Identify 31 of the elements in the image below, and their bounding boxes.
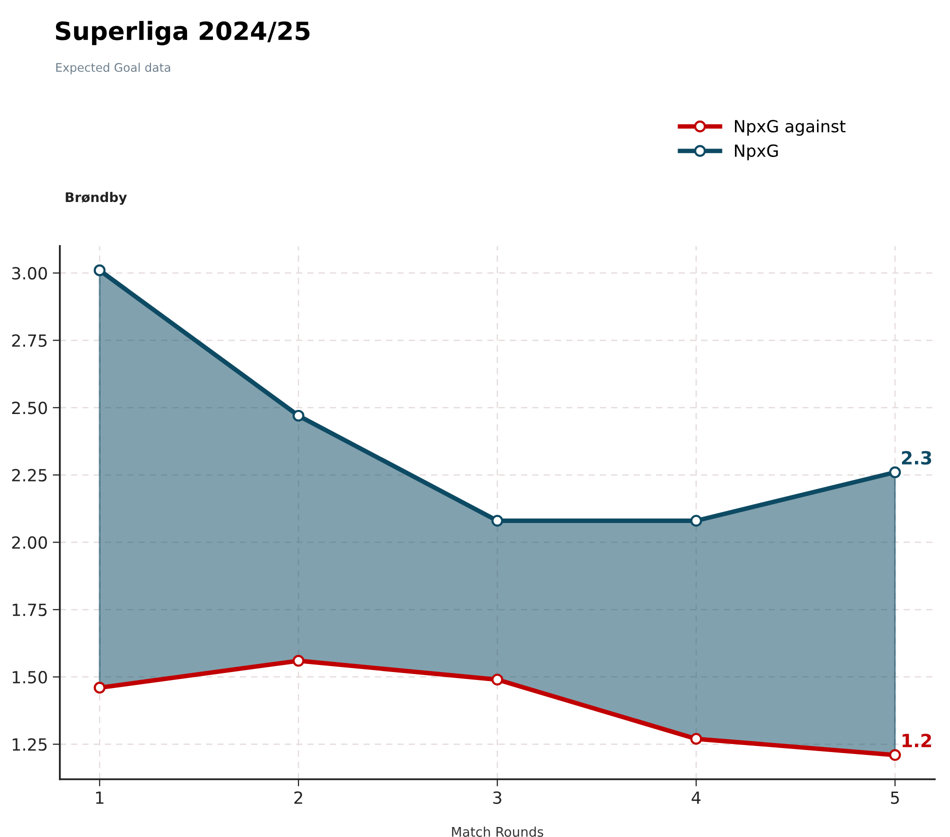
data-label: 1.2 <box>902 734 931 748</box>
point <box>690 514 702 527</box>
point <box>889 466 901 478</box>
point <box>292 410 304 422</box>
point <box>292 654 304 667</box>
point <box>491 514 504 527</box>
point <box>889 749 901 761</box>
point <box>690 732 702 745</box>
chart-title: Superliga 2024/25 <box>56 20 310 46</box>
x-tick-label: 5 <box>891 792 899 804</box>
x-tick-label: 4 <box>692 792 701 804</box>
chart-subtitle: Expected Goal data <box>56 62 170 74</box>
point <box>94 264 106 276</box>
y-tick-label: 2.75 <box>12 334 47 347</box>
text: Brøndby <box>66 192 127 205</box>
y-tick-label: 2.00 <box>12 536 47 549</box>
x-tick-label: 2 <box>294 791 302 804</box>
y-tick-label: 1.50 <box>12 670 47 684</box>
point <box>94 682 106 694</box>
x-axis-title: Match Rounds <box>452 826 544 837</box>
x-tick-label: 1 <box>96 792 104 804</box>
data-label: 2.3 <box>902 450 932 465</box>
x-tick-label: 3 <box>493 791 502 804</box>
point <box>491 674 504 686</box>
y-tick-label: 2.50 <box>12 402 47 414</box>
y-tick-label: 1.75 <box>12 604 47 616</box>
y-tick-label: 2.25 <box>12 468 47 482</box>
legend-label: NpxG against <box>734 120 846 136</box>
y-tick-label: 1.25 <box>12 738 47 751</box>
legend-label: NpxG <box>734 144 778 160</box>
y-tick-label: 3.00 <box>12 266 47 280</box>
